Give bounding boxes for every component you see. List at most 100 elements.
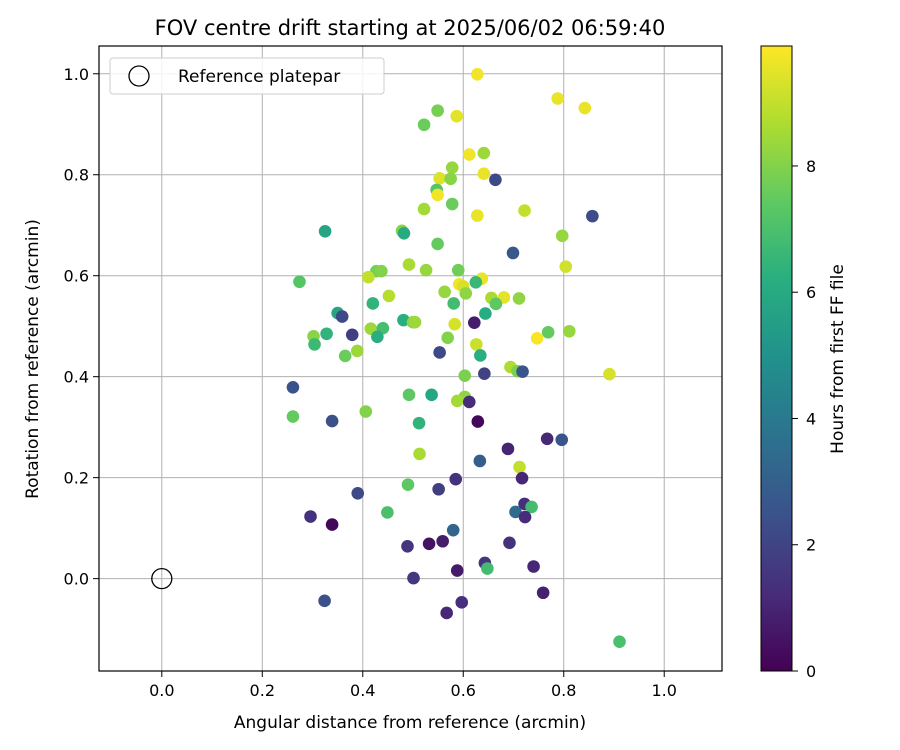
data-point [397, 313, 410, 327]
x-tick-label: 0.6 [451, 681, 476, 700]
colorbar-gradient [760, 45, 793, 672]
data-point [431, 104, 444, 117]
data-point [366, 297, 380, 310]
y-axis-label: Rotation from reference (arcmin) [23, 219, 43, 499]
data-point [413, 447, 426, 461]
data-point [462, 395, 476, 409]
data-point [308, 338, 321, 351]
data-point [501, 442, 515, 456]
data-point [481, 562, 494, 575]
data-point [304, 510, 317, 523]
x-tick-label: 0.4 [350, 681, 375, 700]
colorbar-tick-label: 4 [806, 409, 816, 428]
data-point [422, 537, 436, 551]
data-point [441, 331, 454, 345]
colorbar-tick-label: 6 [806, 283, 816, 302]
data-point [293, 275, 306, 289]
data-point [455, 596, 469, 609]
data-point [401, 478, 415, 492]
data-point [578, 101, 592, 115]
data-point [286, 410, 300, 423]
data-point [432, 482, 445, 496]
data-point [541, 325, 555, 339]
data-point [419, 263, 433, 277]
data-point [375, 264, 388, 278]
data-point [359, 405, 373, 418]
data-point [397, 226, 411, 240]
data-points [286, 67, 626, 649]
x-axis-label: Angular distance from reference (arcmin) [234, 713, 586, 733]
data-point [417, 118, 431, 132]
data-point [433, 171, 446, 185]
data-point [446, 523, 460, 537]
data-point [449, 472, 463, 486]
data-point [440, 606, 453, 620]
data-point [318, 224, 332, 238]
x-tick-label: 0.0 [149, 681, 174, 700]
data-point [489, 173, 502, 187]
y-tick-label: 0.6 [64, 267, 89, 286]
reference-point-marker [151, 567, 173, 590]
data-point [473, 454, 487, 468]
data-point [407, 571, 420, 585]
data-point [559, 260, 573, 273]
reference-marker [151, 567, 173, 590]
y-tick-label: 0.2 [64, 469, 89, 488]
data-point [381, 506, 394, 519]
data-point [477, 167, 491, 181]
chart-title: FOV centre drift starting at 2025/06/02 … [155, 16, 666, 40]
data-point [402, 258, 416, 271]
data-point [518, 510, 532, 524]
data-point [361, 270, 375, 284]
data-point [450, 564, 464, 577]
data-point [382, 289, 396, 303]
data-point [408, 315, 422, 329]
data-point [555, 229, 569, 243]
data-point [448, 317, 462, 331]
data-point [433, 346, 446, 359]
legend-box [109, 57, 385, 95]
colorbar-tick-label: 0 [806, 662, 816, 681]
data-point [431, 188, 444, 202]
data-point [489, 297, 503, 311]
data-point [471, 209, 484, 222]
data-point [325, 414, 339, 428]
data-point [516, 365, 529, 378]
x-tick-label: 0.8 [551, 681, 576, 700]
colorbar-tick-label: 8 [806, 157, 816, 176]
data-point [350, 344, 364, 358]
data-point [320, 327, 333, 341]
data-point [477, 146, 491, 160]
y-tick-label: 1.0 [64, 65, 89, 84]
data-point [351, 486, 365, 500]
data-point [338, 349, 352, 363]
data-point [536, 586, 550, 600]
data-point [555, 433, 569, 447]
data-point [371, 330, 384, 344]
data-point [603, 367, 616, 381]
data-point [447, 297, 461, 310]
data-point [450, 109, 464, 123]
x-tick-label: 0.2 [250, 681, 275, 700]
data-point [458, 369, 472, 382]
data-point [459, 287, 473, 300]
data-point [402, 388, 416, 402]
data-point [512, 292, 526, 305]
data-point [401, 540, 414, 553]
data-point [436, 534, 449, 548]
colorbar-label: Hours from first FF file [828, 264, 848, 454]
data-point [425, 388, 438, 402]
legend-entry: Reference platepar [178, 67, 340, 87]
data-point [335, 310, 349, 323]
legend: Reference platepar [109, 57, 385, 95]
y-tick-label: 0.0 [64, 570, 89, 589]
data-point [451, 263, 465, 277]
data-point [479, 307, 492, 320]
colorbar: 0 2 4 6 8 Hours from first FF file [760, 45, 848, 681]
y-axis-ticks: 0.0 0.2 0.4 0.6 0.8 1.0 [64, 65, 99, 589]
data-point [613, 635, 626, 649]
data-point [527, 560, 540, 573]
data-point [470, 338, 483, 351]
